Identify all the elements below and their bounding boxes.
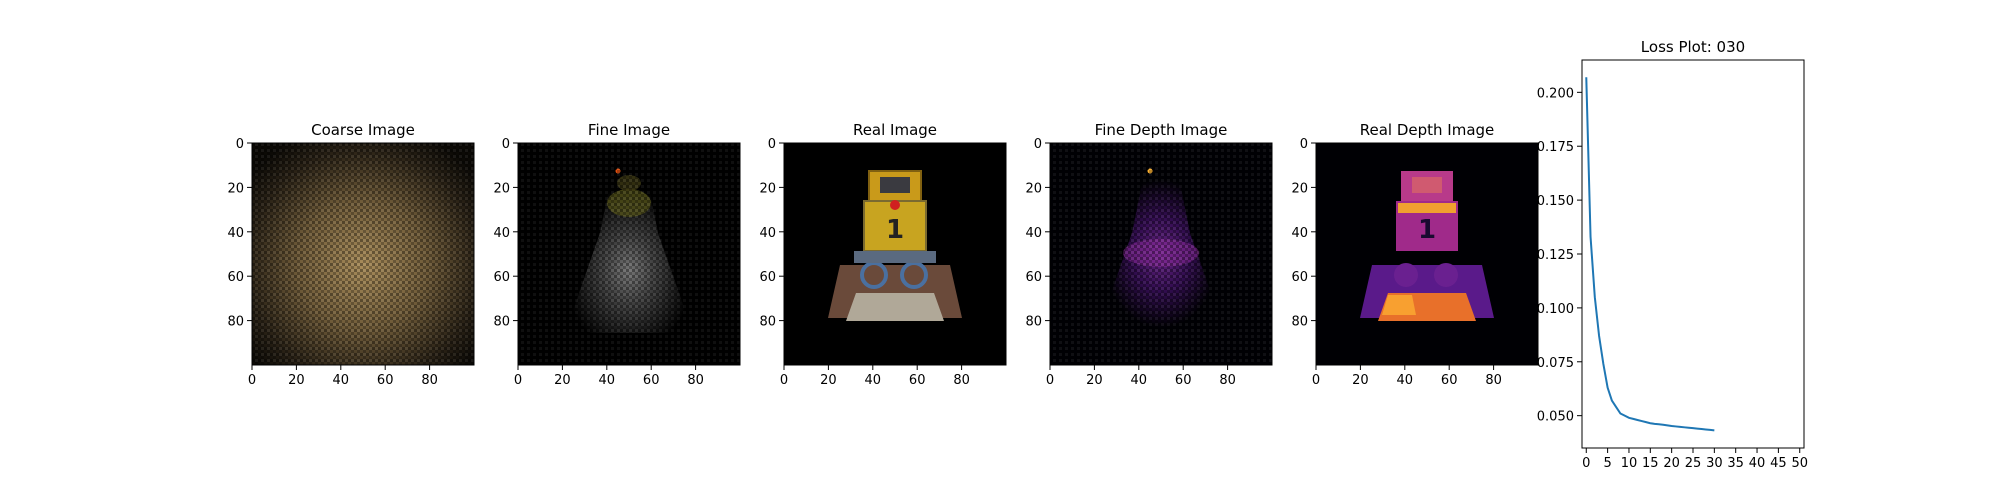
y-tick-label: 0 — [1034, 137, 1042, 152]
x-tick-label: 20 — [1086, 373, 1103, 388]
x-tick-label: 20 — [1352, 373, 1369, 388]
loss-series-line — [1585, 77, 1715, 432]
loss-x-tick-label: 40 — [1749, 456, 1766, 471]
y-tick-label: 80 — [493, 315, 510, 330]
x-tick-label: 20 — [288, 373, 305, 388]
y-tick-label: 60 — [227, 270, 244, 285]
x-tick-label: 40 — [1131, 373, 1148, 388]
loss-y-axis: 0.050 0.075 0.100 0.125 0.150 0.175 0.200 — [1537, 86, 1582, 425]
y-tick-label: 60 — [1291, 270, 1308, 285]
svg-text:1: 1 — [886, 215, 904, 245]
depth-bulldozer: 1 — [1360, 171, 1494, 321]
y-tick-label: 40 — [493, 226, 510, 241]
y-tick-label: 0 — [1300, 137, 1308, 152]
x-tick-label: 0 — [1046, 373, 1054, 388]
loss-y-tick-label: 0.050 — [1537, 410, 1574, 425]
panel-fine-depth-image: Fine Depth Image 0 20 40 60 80 0 20 40 60 80 — [1025, 121, 1273, 388]
loss-x-tick-label: 45 — [1770, 456, 1787, 471]
y-tick-label: 80 — [227, 315, 244, 330]
x-tick-label: 40 — [1397, 373, 1414, 388]
x-tick-label: 0 — [780, 373, 788, 388]
loss-plot-frame — [1581, 59, 1805, 449]
x-tick-label: 60 — [1175, 373, 1192, 388]
loss-y-tick-label: 0.125 — [1537, 248, 1574, 263]
x-tick-label: 60 — [643, 373, 660, 388]
panel-real-depth-image: Real Depth Image 1 0 20 40 60 80 0 20 40 60 80 — [1291, 121, 1539, 388]
y-tick-label: 20 — [493, 181, 510, 196]
y-tick-label: 20 — [759, 181, 776, 196]
x-tick-label: 20 — [820, 373, 837, 388]
x-tick-label: 60 — [377, 373, 394, 388]
x-tick-label: 60 — [909, 373, 926, 388]
svg-text:1: 1 — [1418, 215, 1436, 245]
x-tick-label: 80 — [421, 373, 438, 388]
y-tick-label: 0 — [502, 137, 510, 152]
y-tick-label: 60 — [1025, 270, 1042, 285]
loss-y-tick-label: 0.175 — [1537, 140, 1574, 155]
loss-x-tick-label: 5 — [1603, 456, 1611, 471]
loss-x-tick-label: 50 — [1791, 456, 1808, 471]
loss-x-tick-label: 20 — [1663, 456, 1680, 471]
panel-title: Real Image — [853, 121, 937, 139]
panel-coarse-image: Coarse Image 0 20 40 60 80 0 20 40 60 80 — [227, 121, 475, 388]
loss-y-tick-label: 0.075 — [1537, 356, 1574, 371]
loss-x-tick-label: 25 — [1685, 456, 1702, 471]
x-tick-label: 60 — [1441, 373, 1458, 388]
loss-y-tick-label: 0.200 — [1537, 86, 1574, 101]
loss-plot: Loss Plot: 030 0.050 0.075 0.100 0.125 0.150… — [1537, 38, 1808, 471]
loss-x-tick-label: 10 — [1621, 456, 1638, 471]
x-tick-label: 40 — [333, 373, 350, 388]
x-tick-label: 40 — [865, 373, 882, 388]
coarse-noise — [252, 143, 474, 365]
x-tick-label: 0 — [1312, 373, 1320, 388]
loss-y-tick-label: 0.100 — [1537, 302, 1574, 317]
y-tick-label: 80 — [1291, 315, 1308, 330]
y-tick-label: 20 — [1291, 181, 1308, 196]
panel-real-image: Real Image 1 0 20 40 60 80 0 20 40 60 80 — [759, 121, 1007, 388]
loss-plot-title: Loss Plot: 030 — [1641, 38, 1745, 56]
y-tick-label: 20 — [227, 181, 244, 196]
panel-title: Real Depth Image — [1360, 121, 1495, 139]
loss-y-tick-label: 0.150 — [1537, 194, 1574, 209]
x-tick-label: 40 — [599, 373, 616, 388]
loss-x-tick-label: 35 — [1727, 456, 1744, 471]
y-tick-label: 60 — [493, 270, 510, 285]
panel-title: Coarse Image — [311, 121, 415, 139]
y-tick-label: 60 — [759, 270, 776, 285]
x-tick-label: 80 — [953, 373, 970, 388]
y-tick-label: 0 — [768, 137, 776, 152]
y-tick-label: 40 — [227, 226, 244, 241]
panel-fine-image: Fine Image 0 20 40 60 80 0 20 40 60 80 — [493, 121, 741, 388]
loss-x-tick-label: 30 — [1706, 456, 1723, 471]
y-tick-label: 40 — [1025, 226, 1042, 241]
lego-bulldozer: 1 — [828, 170, 962, 321]
y-tick-label: 20 — [1025, 181, 1042, 196]
panel-title: Fine Image — [588, 121, 670, 139]
y-tick-label: 0 — [236, 137, 244, 152]
x-tick-label: 20 — [554, 373, 571, 388]
loss-x-tick-label: 15 — [1642, 456, 1659, 471]
x-tick-label: 0 — [248, 373, 256, 388]
y-tick-label: 80 — [1025, 315, 1042, 330]
loss-x-tick-label: 0 — [1582, 456, 1590, 471]
x-tick-label: 80 — [1485, 373, 1502, 388]
y-tick-label: 40 — [1291, 226, 1308, 241]
y-tick-label: 40 — [759, 226, 776, 241]
image-panels: Coarse Image 0 20 40 60 80 0 20 40 60 80 Fine Ima… — [227, 121, 1539, 388]
x-tick-label: 80 — [687, 373, 704, 388]
panel-title: Fine Depth Image — [1095, 121, 1228, 139]
x-tick-label: 80 — [1219, 373, 1236, 388]
y-tick-label: 80 — [759, 315, 776, 330]
x-tick-label: 0 — [514, 373, 522, 388]
loss-x-axis: 0 5 10 15 20 25 30 35 40 45 50 — [1582, 448, 1808, 471]
